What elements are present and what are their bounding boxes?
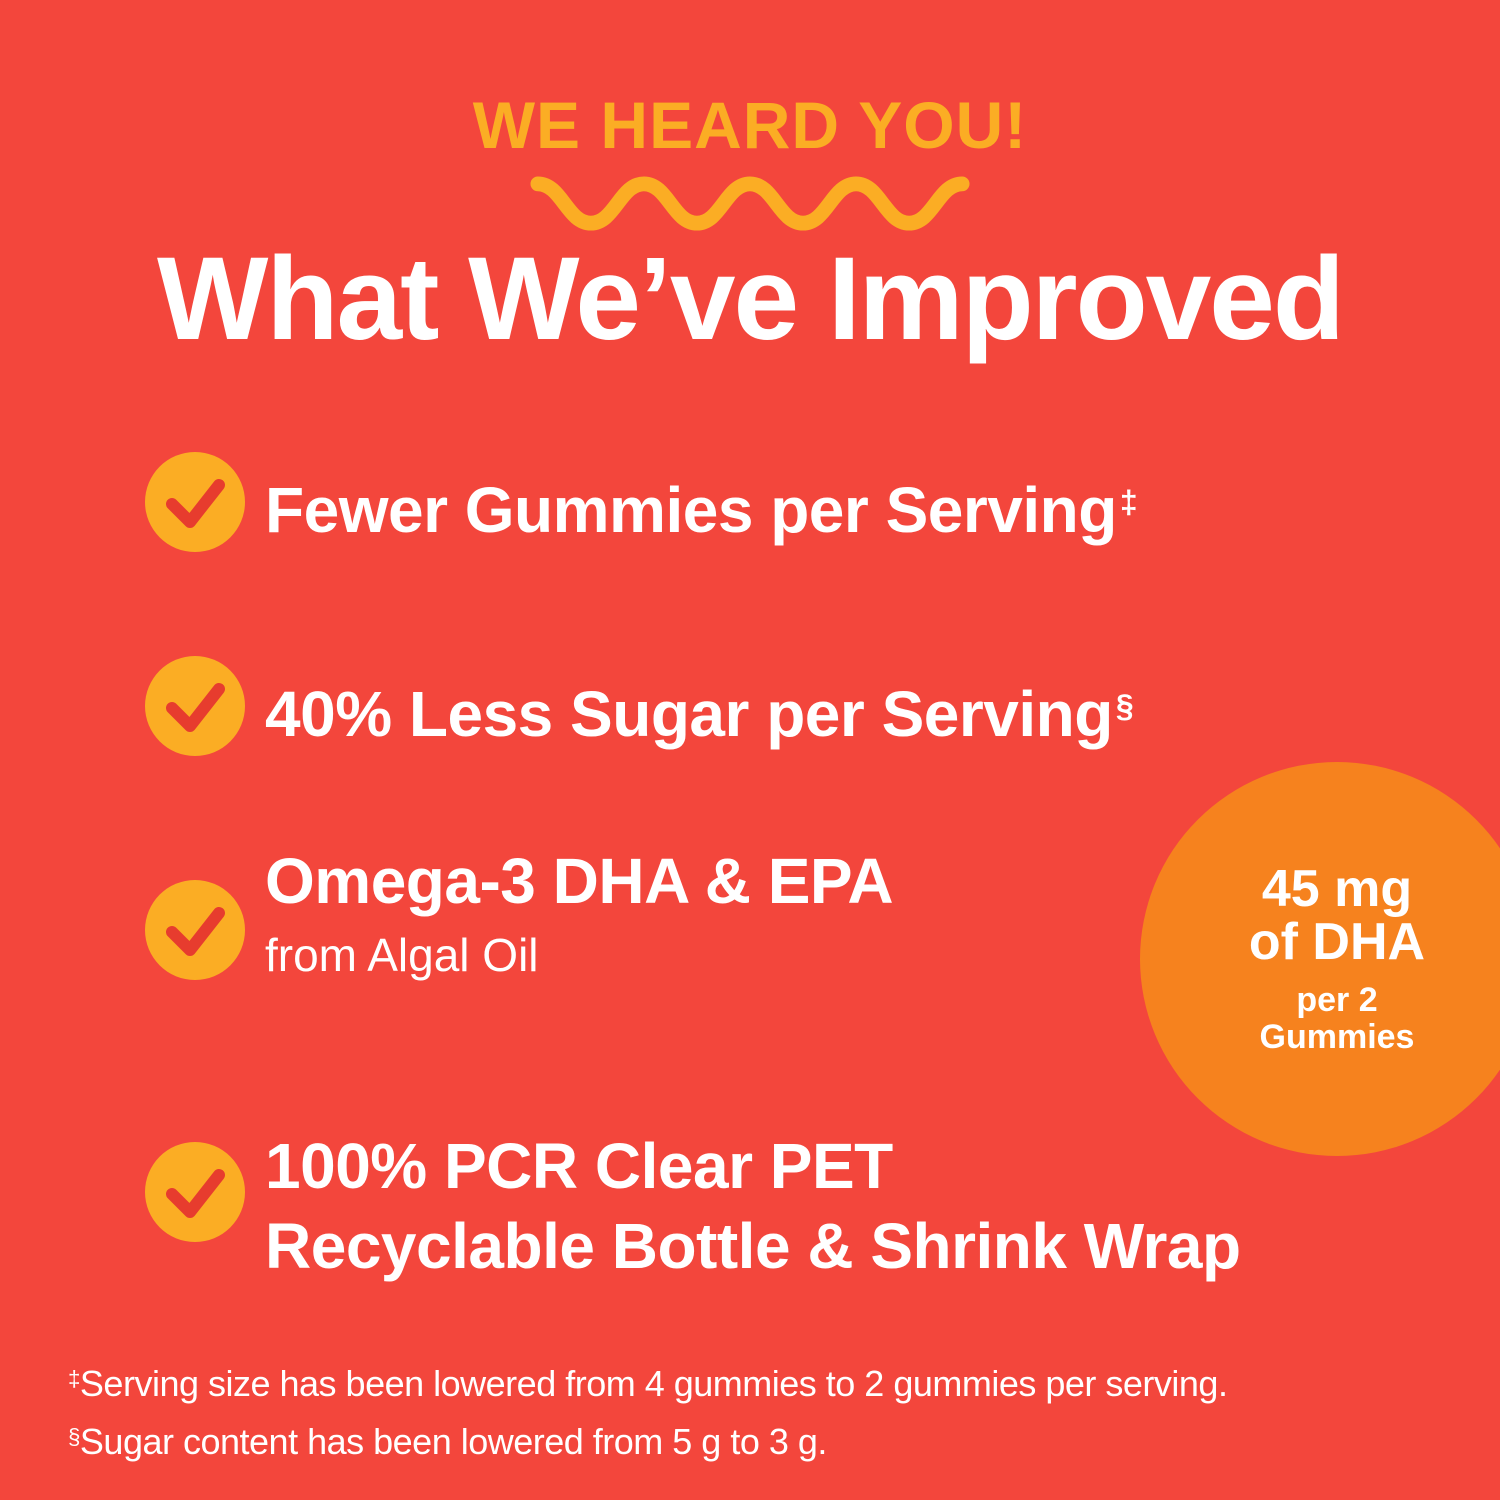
wavy-underline-icon: [530, 176, 970, 231]
page-title: What We’ve Improved: [157, 233, 1345, 365]
badge-per: per 2: [1296, 980, 1378, 1019]
check-icon: [145, 656, 245, 756]
footnote-text: Sugar content has been lowered from 5 g …: [79, 1421, 827, 1463]
footnote-text: Serving size has been lowered from 4 gum…: [79, 1363, 1228, 1405]
footnote-marker: §: [1115, 688, 1134, 724]
checklist-item-less-sugar: 40% Less Sugar per Serving§: [145, 656, 1134, 764]
badge-nutrient: of DHA: [1248, 912, 1426, 971]
checklist-item-fewer-gummies: Fewer Gummies per Serving‡: [145, 452, 1138, 560]
checklist-item-text: 100% PCR Clear PET: [265, 1130, 893, 1202]
checklist-item-label: 100% PCR Clear PET Recyclable Bottle & S…: [265, 1126, 1241, 1286]
checklist-item-text: 40% Less Sugar per Serving: [265, 678, 1113, 751]
footnotes: ‡Serving size has been lowered from 4 gu…: [68, 1352, 1228, 1468]
check-icon: [145, 880, 245, 980]
footnote-marker: ‡: [68, 1366, 80, 1391]
checklist-item-label: Omega-3 DHA & EPA from Algal Oil: [265, 845, 894, 981]
badge-unit: Gummies: [1259, 1017, 1415, 1056]
checklist-item-text: Fewer Gummies per Serving: [265, 474, 1117, 547]
eyebrow-heading: WE HEARD YOU!: [472, 88, 1028, 162]
badge-amount: 45 mg: [1261, 859, 1413, 918]
dha-badge: 45 mg of DHA per 2 Gummies: [1140, 762, 1500, 1156]
footnote-marker: §: [68, 1424, 80, 1450]
checklist-item-label: Fewer Gummies per Serving‡: [265, 452, 1138, 560]
badge-serving-note: per 2 Gummies: [1259, 980, 1415, 1056]
footnote-sugar-content: §Sugar content has been lowered from 5 g…: [68, 1410, 1227, 1468]
checklist-item-label: 40% Less Sugar per Serving§: [265, 656, 1134, 764]
checklist-item-text: Omega-3 DHA & EPA: [265, 845, 894, 917]
checklist-item-recyclable-bottle: 100% PCR Clear PET Recyclable Bottle & S…: [145, 1126, 1241, 1286]
checklist-item-omega3: Omega-3 DHA & EPA from Algal Oil: [145, 845, 894, 981]
footnote-marker: ‡: [1119, 484, 1138, 520]
check-icon: [145, 1142, 245, 1242]
checklist-item-subtext: from Algal Oil: [265, 929, 539, 981]
check-icon: [145, 452, 245, 552]
checklist-item-text2: Recyclable Bottle & Shrink Wrap: [265, 1210, 1241, 1282]
footnote-serving-size: ‡Serving size has been lowered from 4 gu…: [68, 1352, 1228, 1410]
